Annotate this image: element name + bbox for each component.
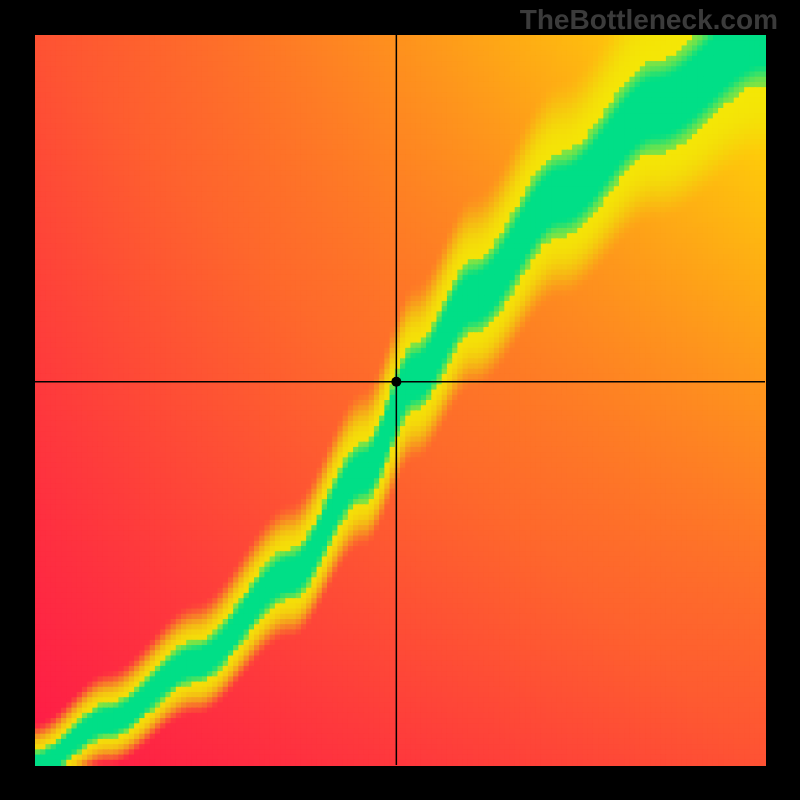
watermark-text: TheBottleneck.com (520, 4, 778, 36)
chart-container: TheBottleneck.com (0, 0, 800, 800)
heatmap-canvas (0, 0, 800, 800)
